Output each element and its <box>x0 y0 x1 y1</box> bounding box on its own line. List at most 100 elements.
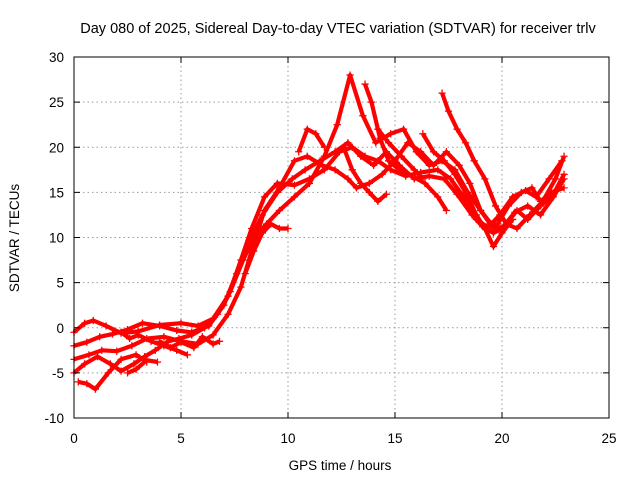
data-point-marker <box>481 175 489 183</box>
x-axis-label: GPS time / hours <box>289 458 392 473</box>
x-tick-label: 0 <box>70 431 78 446</box>
data-point-marker <box>260 193 269 201</box>
data-point-marker <box>143 356 151 364</box>
data-point-marker <box>147 337 155 345</box>
data-point-marker <box>549 190 557 198</box>
data-point-marker <box>378 170 386 178</box>
data-point-marker <box>190 344 198 352</box>
data-point-marker <box>384 157 393 165</box>
data-point-marker <box>295 148 303 156</box>
data-point-marker <box>177 319 185 327</box>
data-point-marker <box>290 157 299 165</box>
series-track-d <box>70 71 568 377</box>
data-point-marker <box>93 353 102 361</box>
data-point-marker <box>440 157 448 165</box>
data-point-marker <box>455 161 463 169</box>
data-point-marker <box>303 125 311 133</box>
data-point-marker <box>331 148 339 156</box>
data-point-marker <box>365 179 373 187</box>
series-line <box>341 146 388 204</box>
data-point-marker <box>123 369 132 377</box>
data-point-marker <box>374 125 382 133</box>
data-point-marker <box>513 206 521 215</box>
data-point-marker <box>177 338 185 346</box>
data-point-marker <box>498 229 506 237</box>
data-point-marker <box>539 197 547 205</box>
data-point-marker <box>134 331 142 339</box>
data-point-marker <box>166 344 174 352</box>
data-point-marker <box>126 334 134 343</box>
data-point-marker <box>91 385 99 393</box>
data-point-marker <box>348 166 356 174</box>
data-series <box>70 71 568 393</box>
data-point-marker <box>472 211 480 219</box>
data-point-marker <box>370 161 378 169</box>
data-point-marker <box>352 184 361 192</box>
data-point-marker <box>250 233 258 242</box>
data-point-marker <box>226 288 234 296</box>
series-track-e <box>74 351 151 393</box>
data-point-marker <box>128 342 136 350</box>
data-point-marker <box>209 340 217 348</box>
data-point-marker <box>241 270 249 278</box>
y-tick-label: 20 <box>49 140 64 155</box>
data-point-marker <box>391 157 399 165</box>
data-point-marker <box>284 224 292 233</box>
data-point-marker <box>374 197 382 205</box>
data-point-marker <box>117 355 125 363</box>
series-line <box>126 358 158 375</box>
series-track-k <box>361 80 450 215</box>
data-point-marker <box>224 310 232 318</box>
y-tick-label: 5 <box>56 276 64 291</box>
data-point-marker <box>477 206 485 215</box>
x-tick-labels: 0 5 10 15 20 25 <box>70 431 616 446</box>
data-point-marker <box>290 181 299 189</box>
x-tick-label: 15 <box>387 431 402 446</box>
data-point-marker <box>275 184 284 192</box>
data-point-marker <box>123 325 132 334</box>
data-point-marker <box>395 166 403 174</box>
data-point-marker <box>320 143 328 151</box>
data-point-marker <box>382 190 391 198</box>
data-point-marker <box>96 333 104 341</box>
series-line <box>72 73 566 375</box>
series-track-f <box>117 328 192 359</box>
data-point-marker <box>384 139 393 147</box>
x-tick-label: 20 <box>494 431 509 446</box>
data-point-marker <box>173 326 181 335</box>
data-point-marker <box>104 369 112 377</box>
data-point-marker <box>466 179 474 187</box>
chart-title: Day 080 of 2025, Sidereal Day-to-day VTE… <box>80 21 596 37</box>
y-tick-label: 0 <box>56 321 64 336</box>
data-point-marker <box>551 175 560 183</box>
data-point-marker <box>509 215 517 224</box>
data-point-marker <box>481 224 489 233</box>
y-tick-label: 15 <box>49 185 64 200</box>
data-point-marker <box>442 148 450 156</box>
data-point-marker <box>412 148 420 156</box>
series-track-g <box>123 356 162 377</box>
data-point-marker <box>260 206 269 215</box>
x-tick-label: 10 <box>280 431 295 446</box>
data-point-marker <box>560 184 568 192</box>
data-point-marker <box>513 224 521 233</box>
series-track-a <box>70 143 568 337</box>
data-point-marker <box>156 322 164 330</box>
data-point-marker <box>81 319 89 327</box>
data-point-marker <box>344 175 352 183</box>
data-point-marker <box>524 202 532 210</box>
y-tick-labels: -10 -5 0 5 10 15 20 25 30 <box>44 50 64 426</box>
data-point-marker <box>250 247 258 255</box>
data-point-marker <box>130 360 138 368</box>
series-line <box>296 127 327 153</box>
data-point-marker <box>102 322 110 330</box>
data-point-marker <box>399 125 408 133</box>
data-point-marker <box>462 139 470 147</box>
data-point-marker <box>489 242 498 251</box>
y-tick-label: 10 <box>49 231 64 246</box>
series-track-i <box>241 220 292 278</box>
data-point-marker <box>320 152 328 160</box>
data-point-marker <box>209 331 217 339</box>
data-point-marker <box>425 161 433 169</box>
data-point-marker <box>312 130 320 138</box>
